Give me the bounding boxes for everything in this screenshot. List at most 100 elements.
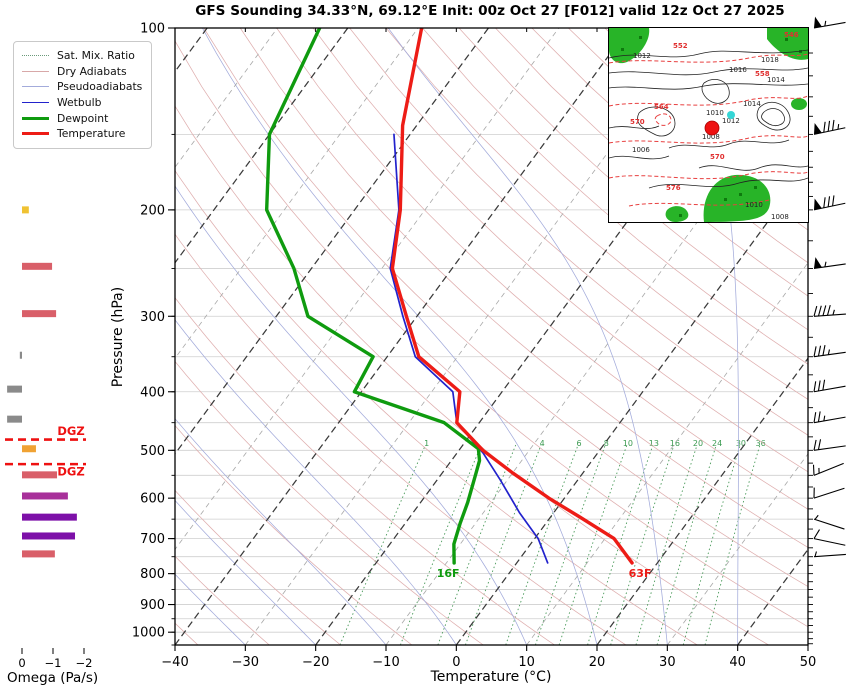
- pseudoadiabat-line: [175, 499, 316, 645]
- map-thickness-label: 570: [710, 153, 725, 161]
- isotherm-line: [385, 70, 808, 645]
- temperature-tick-label: −30: [232, 655, 259, 670]
- wetbulb-line-icon: [22, 102, 49, 104]
- dry-adiabat-line: [385, 28, 808, 400]
- map-contour: [609, 125, 660, 129]
- dry-adiabat-line: [175, 297, 555, 645]
- precip-area: [767, 28, 808, 60]
- map-pressure-label: 1008: [771, 213, 789, 221]
- dry-adiabat-line: [175, 360, 484, 645]
- pseudoadiabat-line: [175, 185, 528, 645]
- mixing-ratio-label: 20: [693, 439, 703, 448]
- mixing-ratio-line: [610, 444, 675, 645]
- legend-item: Temperature: [22, 126, 142, 142]
- map-pressure-label: 1014: [743, 100, 761, 108]
- omega-tick-label: 0: [18, 656, 25, 670]
- legend-label: Dewpoint: [57, 111, 109, 125]
- dry-adiabat-line: [175, 169, 698, 645]
- sat-mix-ratio-line-icon: [22, 55, 49, 57]
- pseudoadiabat-line: [175, 418, 387, 645]
- wind-barb: [813, 304, 846, 317]
- legend-label: Temperature: [57, 127, 126, 141]
- mixing-ratio-label: 6: [577, 439, 582, 448]
- mixing-ratio-label: 30: [736, 439, 746, 448]
- pseudoadiabat-line: [685, 28, 739, 645]
- pressure-tick-label: 500: [140, 444, 165, 459]
- map-pressure-label: 1010: [745, 201, 763, 209]
- map-pressure-label: 1006: [632, 146, 650, 154]
- pseudoadiabat-line: [202, 28, 598, 645]
- omega-bar: [22, 206, 29, 214]
- pressure-tick-label: 100: [140, 22, 165, 37]
- dgz-label: DGZ: [57, 424, 84, 438]
- pseudoadiabat-line-icon: [22, 86, 49, 88]
- wind-barb: [813, 119, 846, 135]
- legend-label: Pseudoadiabats: [57, 80, 143, 94]
- dry-adiabat-line: [458, 28, 808, 331]
- dewpoint-line-icon: [22, 116, 49, 120]
- legend-label: Sat. Mix. Ratio: [57, 49, 135, 63]
- temperature-tick-label: 50: [800, 655, 817, 670]
- pressure-tick-label: 600: [140, 492, 165, 507]
- isotherm-line: [245, 28, 700, 645]
- dry-adiabat-line: [349, 28, 808, 436]
- dry-adiabat-line: [175, 489, 341, 645]
- isotherm-line: [175, 28, 630, 645]
- pseudoadiabat-line: [175, 319, 457, 645]
- pseudoadiabat-line: [807, 638, 808, 645]
- isotherm-line: [526, 262, 808, 645]
- mixing-ratio-line: [656, 444, 717, 645]
- wind-barb: [813, 551, 846, 558]
- map-pressure-label: 1016: [729, 66, 747, 74]
- wind-barb: [812, 462, 844, 476]
- temperature-tick-label: −40: [161, 655, 188, 670]
- isotherm-line: [667, 453, 808, 645]
- plot-border: [174, 27, 809, 646]
- map-contour: [761, 108, 785, 126]
- legend-label: Wetbulb: [57, 96, 102, 110]
- dewpoint-curve: [264, 28, 482, 565]
- temperature-tick-label: 20: [589, 655, 606, 670]
- pseudoadiabat-line: [387, 28, 668, 645]
- mixing-ratio-label: 4: [540, 439, 545, 448]
- temperature-tick-label: 40: [729, 655, 746, 670]
- dry-adiabat-line: [422, 28, 808, 365]
- map-pressure-label: 1010: [706, 109, 724, 117]
- mixing-ratio-line: [437, 444, 517, 645]
- wind-barb: [813, 379, 846, 393]
- wind-barb: [813, 195, 846, 211]
- pressure-tick-label: 200: [140, 203, 165, 218]
- mixing-ratio-line: [534, 444, 606, 645]
- omega-bar: [22, 445, 36, 453]
- mixing-ratio-line: [704, 444, 761, 645]
- temperature-tick-label: 30: [659, 655, 676, 670]
- dry-adiabat-line: [175, 233, 627, 645]
- temperature-tick-label: 10: [518, 655, 535, 670]
- map-thickness-label: 570: [630, 118, 645, 126]
- wind-barb: [813, 529, 846, 546]
- legend-item: Dewpoint: [22, 110, 142, 126]
- map-thickness-contour: [609, 53, 808, 64]
- precip-area: [665, 206, 689, 222]
- mixing-ratio-line: [505, 444, 579, 645]
- page-title: GFS Sounding 34.33°N, 69.12°E Init: 00z …: [195, 3, 785, 19]
- temperature-tick-label: −20: [302, 655, 329, 670]
- isotherm-line: [455, 166, 808, 645]
- map-contour: [698, 164, 808, 171]
- mixing-ratio-label: 24: [712, 439, 722, 448]
- wind-barb: [813, 411, 846, 424]
- pressure-tick-label: 900: [140, 598, 165, 613]
- plot-area: 1 4 6 8 10 13 16 20 24 30 36: [175, 28, 808, 645]
- legend-item: Dry Adiabats: [22, 64, 142, 80]
- pressure-tick-label: 1000: [132, 626, 165, 641]
- map-contour: [701, 79, 730, 104]
- omega-bar: [22, 310, 57, 318]
- mixing-ratio-label: 36: [756, 439, 766, 448]
- mixing-ratio-line: [464, 444, 542, 645]
- omega-tick-label: −1: [45, 656, 62, 670]
- surface-dewpoint-label: 16F: [437, 567, 460, 580]
- map-pressure-label: 1014: [767, 76, 785, 84]
- map-contour: [648, 177, 808, 189]
- dry-adiabat-line: [175, 555, 270, 645]
